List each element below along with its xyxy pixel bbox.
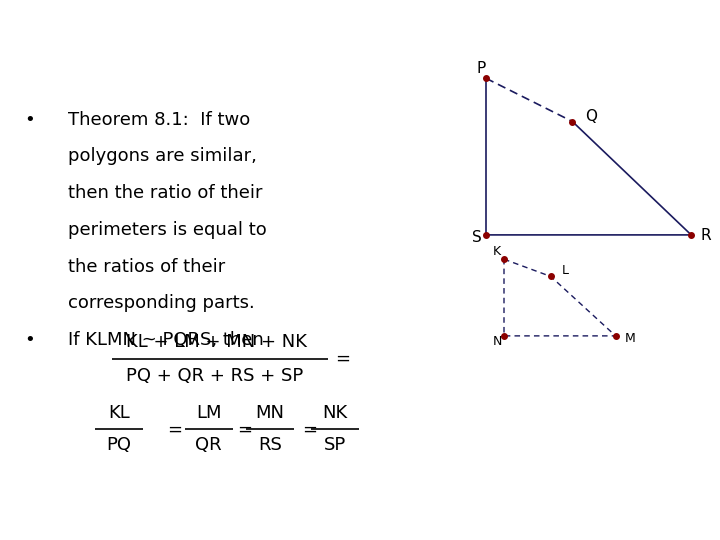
Text: •: •: [24, 111, 35, 129]
Text: QR: QR: [196, 436, 222, 454]
Text: =: =: [335, 350, 350, 368]
Text: PQ: PQ: [107, 436, 131, 454]
Text: LM: LM: [196, 404, 222, 422]
Text: If KLMN ~ PQRS, then: If KLMN ~ PQRS, then: [68, 331, 264, 349]
Text: M: M: [625, 332, 636, 345]
Text: NK: NK: [322, 404, 348, 422]
Text: L: L: [562, 264, 569, 276]
Text: corresponding parts.: corresponding parts.: [68, 294, 255, 312]
Text: =: =: [302, 420, 317, 438]
Text: MN: MN: [256, 404, 284, 422]
Text: KL + LM + MN + NK: KL + LM + MN + NK: [126, 333, 307, 351]
Text: •: •: [24, 331, 35, 349]
Text: perimeters is equal to: perimeters is equal to: [68, 221, 267, 239]
Text: then the ratio of their: then the ratio of their: [68, 184, 263, 202]
Text: N: N: [493, 335, 503, 348]
Text: =: =: [238, 420, 252, 438]
Text: R: R: [701, 228, 711, 244]
Text: =: =: [168, 420, 182, 438]
Text: K: K: [493, 245, 501, 258]
Text: Q: Q: [585, 109, 598, 124]
Text: Theorem 8.1:  If two: Theorem 8.1: If two: [68, 111, 251, 129]
Text: SP: SP: [324, 436, 346, 454]
Text: RS: RS: [258, 436, 282, 454]
Text: S: S: [472, 230, 482, 245]
Text: PQ + QR + RS + SP: PQ + QR + RS + SP: [126, 367, 303, 385]
Text: polygons are similar,: polygons are similar,: [68, 147, 257, 165]
Text: P: P: [477, 61, 486, 76]
Text: KL: KL: [108, 404, 130, 422]
Text: the ratios of their: the ratios of their: [68, 258, 225, 275]
